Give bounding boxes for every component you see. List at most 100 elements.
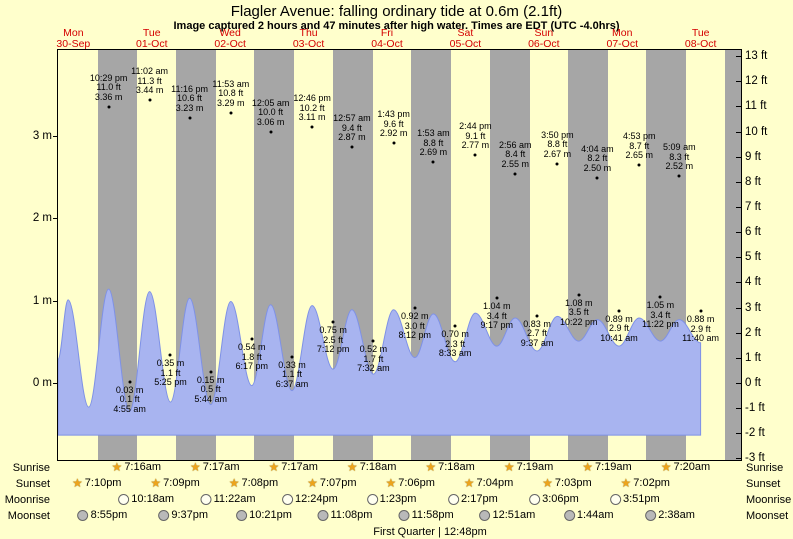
moonrise-circle-icon	[529, 493, 541, 505]
tide-annotation-line: 8.8 ft	[547, 139, 568, 150]
tide-extreme-dot	[269, 130, 273, 134]
feet-axis-label: 3 ft	[745, 301, 761, 314]
tide-extreme-dot	[209, 370, 213, 374]
low-tide-annotation: 0.52 m 1.7 ft 7:32 am	[357, 345, 390, 374]
tide-extreme-dot	[431, 160, 435, 164]
tide-extreme-dot	[555, 162, 559, 166]
tide-annotation-line: 3.4 ft	[486, 310, 507, 321]
sunset-star-icon: ★	[463, 476, 475, 490]
low-tide-annotation: 1.04 m 3.4 ft 9:17 pm	[481, 302, 514, 331]
moonrise-circle-icon	[448, 493, 460, 505]
tide-annotation-line: 8.8 ft	[423, 137, 444, 148]
tide-annotation-line: 1:43 pm	[377, 109, 410, 120]
day-date: 06-Oct	[528, 37, 560, 50]
tide-annotation-line: 0.03 m	[115, 384, 144, 395]
tide-annotation-line: 0.35 m	[156, 358, 185, 369]
sunset-star-icon: ★	[150, 476, 162, 490]
tide-annotation-line: 9:17 pm	[480, 320, 514, 331]
tide-extreme-dot	[128, 380, 132, 384]
day-name: Mon	[63, 27, 84, 39]
page-subtitle: Image captured 2 hours and 47 minutes af…	[173, 20, 620, 32]
tide-annotation-line: 2.77 m	[461, 140, 490, 151]
feet-axis-label: 7 ft	[745, 200, 761, 213]
moonrise-time: 12:24pm	[294, 493, 338, 505]
moonrise-circle-icon	[118, 493, 130, 505]
sunset-row-label: Sunset	[746, 478, 781, 490]
tide-annotation-line: 12:57 am	[333, 113, 371, 124]
sunrise-star-icon: ★	[190, 460, 201, 474]
moonrise-entry: 10:18am	[118, 493, 174, 505]
tide-annotation-line: 2.9 ft	[608, 323, 629, 334]
high-tide-annotation: 4:04 am 8.2 ft 2.50 m	[581, 143, 614, 174]
moonrise-entry: 3:06pm	[529, 493, 579, 505]
sunset-row-label: Sunset	[15, 478, 50, 490]
moonset-entry: 8:55pm	[77, 509, 127, 521]
tide-annotation-line: 4:04 am	[581, 143, 614, 154]
moonrise-entry: 11:22am	[200, 493, 256, 505]
tide-annotation-line: 0.54 m	[237, 342, 266, 353]
sunrise-star-icon: ★	[503, 460, 515, 474]
high-tide-annotation: 12:57 am 9.4 ft 2.87 m	[333, 114, 371, 143]
tide-extreme-dot	[310, 125, 314, 129]
moonset-time: 10:21pm	[249, 509, 292, 521]
tide-annotation-line: 0.88 m	[686, 314, 715, 325]
tide-annotation-line: 11:16 pm	[171, 83, 208, 94]
tide-annotation-line: 3:50 pm	[541, 129, 574, 140]
feet-axis-label: 1 ft	[745, 351, 761, 364]
moonrise-entry: 1:23pm	[366, 493, 416, 505]
sunset-time: 7:02pm	[633, 477, 670, 489]
sunrise-entry: ★ 7:19am	[582, 461, 631, 473]
tide-extreme-dot	[107, 105, 111, 109]
tide-annotation-line: 8:12 pm	[398, 330, 432, 341]
day-name: Fri	[380, 27, 394, 39]
moonrise-time: 3:51pm	[622, 493, 660, 505]
meter-axis-tick	[53, 300, 57, 302]
tide-annotation-line: 12:05 am	[251, 97, 290, 108]
tide-annotation-line: 11.0 ft	[96, 82, 121, 93]
tide-annotation-line: 10.0 ft	[258, 107, 284, 118]
day-name: Wed	[219, 27, 241, 39]
tide-extreme-dot	[250, 337, 254, 341]
tide-plot-area: 10:29 pm 11.0 ft 3.36 m 11:02 am 11.3 ft 3.44…	[57, 49, 742, 461]
low-tide-annotation: 0.89 m 2.9 ft 10:41 am	[600, 314, 638, 344]
feet-axis-label: 13 ft	[745, 50, 768, 63]
tide-annotation-line: 10.8 ft	[218, 88, 244, 99]
tide-annotation-line: 2.67 m	[543, 148, 572, 159]
moonrise-time: 3:06pm	[542, 493, 579, 505]
tide-annotation-line: 2.92 m	[379, 128, 408, 139]
tide-annotation-line: 3.36 m	[94, 91, 123, 102]
low-tide-annotation: 0.35 m 1.1 ft 5:25 pm	[154, 359, 187, 388]
moonset-entry: 9:37pm	[158, 509, 208, 521]
day-name: Tue	[142, 27, 161, 39]
tide-annotation-line: 8.3 ft	[669, 151, 690, 162]
tide-annotation-line: 7:12 pm	[316, 344, 350, 355]
tide-annotation-line: 2.65 m	[625, 150, 653, 161]
tide-annotation-line: 0.5 ft	[200, 384, 221, 395]
moonset-circle-icon	[563, 509, 575, 521]
moonrise-time: 2:17pm	[461, 493, 498, 505]
night-band	[724, 50, 741, 460]
low-tide-annotation: 0.88 m 2.9 ft 11:40 am	[682, 315, 719, 344]
tide-annotation-line: 2.5 ft	[323, 334, 344, 345]
meter-axis-tick	[53, 135, 57, 137]
sunrise-entry: ★ 7:16am	[112, 461, 161, 473]
moonset-entry: 11:58pm	[398, 509, 454, 521]
low-tide-annotation: 1.05 m 3.4 ft 11:22 pm	[642, 301, 679, 330]
tide-extreme-dot	[577, 293, 581, 297]
moonrise-circle-icon	[200, 493, 212, 505]
tide-annotation-line: 3.29 m	[217, 97, 245, 108]
meter-axis-label: 2 m	[32, 212, 52, 224]
high-tide-annotation: 2:56 am 8.4 ft 2.55 m	[499, 140, 532, 170]
feet-axis-tick	[736, 181, 741, 183]
feet-axis-tick	[736, 56, 741, 58]
feet-axis-tick	[736, 458, 741, 460]
moonset-time: 2:38am	[658, 509, 695, 521]
sunrise-time: 7:19am	[595, 461, 632, 473]
tide-extreme-dot	[637, 163, 641, 167]
tide-annotation-line: 0.70 m	[441, 329, 469, 340]
high-tide-annotation: 12:46 pm 10.2 ft 3.11 m	[293, 94, 331, 123]
tide-annotation-line: 1.1 ft	[160, 367, 181, 378]
feet-axis-tick	[736, 282, 741, 284]
tide-annotation-line: 2:44 pm	[459, 121, 492, 132]
feet-axis-label: -3 ft	[745, 452, 765, 465]
